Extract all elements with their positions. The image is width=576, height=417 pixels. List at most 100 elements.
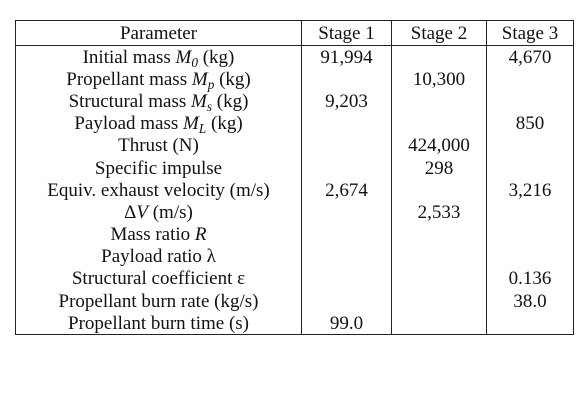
- cell-parameter: Mass ratio R: [15, 223, 302, 246]
- cell-stage-3: [486, 156, 574, 180]
- table-row: Propellant burn time (s) 99.0: [15, 312, 574, 336]
- header-parameter: Parameter: [15, 20, 302, 46]
- cell-stage-1: [301, 134, 392, 157]
- cell-parameter: ΔV (m/s): [15, 201, 302, 224]
- cell-stage-3: [486, 68, 574, 91]
- parameter-symbol: M: [191, 68, 208, 90]
- cell-stage-2: 298: [391, 156, 487, 180]
- table-row: Equiv. exhaust velocity (m/s) 2,674 3,216: [15, 179, 574, 202]
- parameter-symbol: R: [194, 224, 207, 246]
- cell-stage-2: [391, 267, 487, 291]
- cell-stage-2: [391, 45, 487, 69]
- cell-parameter: Propellant burn rate (kg/s): [15, 290, 302, 313]
- cell-stage-3: 38.0: [486, 290, 574, 313]
- table-row: Structural mass Ms (kg) 9,203: [15, 90, 574, 114]
- cell-stage-1: [301, 290, 392, 313]
- header-stage-1: Stage 1: [301, 20, 392, 46]
- cell-parameter: Propellant burn time (s): [15, 312, 302, 336]
- cell-parameter: Structural coefficient ε: [15, 267, 302, 291]
- parameter-text: Payload mass: [74, 113, 184, 135]
- table-row: Payload ratio λ: [15, 245, 574, 268]
- parameter-subscript: p: [207, 76, 215, 92]
- table-row: Specific impulse 298: [15, 156, 574, 180]
- cell-stage-1: 99.0: [301, 312, 392, 336]
- cell-parameter: Payload mass ML (kg): [15, 112, 302, 137]
- cell-parameter: Specific impulse: [15, 156, 302, 180]
- cell-stage-2: [391, 112, 487, 135]
- parameter-text: Propellant burn rate (kg/s): [58, 290, 259, 312]
- cell-stage-1: [301, 245, 392, 268]
- table-row: Propellant mass Mp (kg) 10,300: [15, 68, 574, 92]
- cell-stage-2: [391, 245, 487, 268]
- table-row: Initial mass M0 (kg) 91,994 4,670: [15, 45, 574, 70]
- cell-stage-3: [486, 90, 574, 113]
- cell-stage-3: [486, 245, 574, 268]
- table-row: Propellant burn rate (kg/s) 38.0: [15, 290, 574, 313]
- cell-stage-1: [301, 223, 392, 246]
- cell-stage-2: [391, 312, 487, 336]
- table-row: Structural coefficient ε 0.136: [15, 267, 574, 291]
- parameter-text: Δ: [124, 201, 137, 223]
- parameter-text: Mass ratio: [110, 224, 195, 246]
- header-row: Parameter Stage 1 Stage 2 Stage 3: [15, 20, 574, 46]
- parameter-unit: (m/s): [147, 201, 193, 223]
- header-stage-2: Stage 2: [391, 20, 487, 46]
- table-row: Payload mass ML (kg) 850: [15, 112, 574, 137]
- cell-stage-3: [486, 223, 574, 246]
- parameter-text: Propellant burn time (s): [68, 312, 249, 334]
- cell-parameter: Payload ratio λ: [15, 245, 302, 268]
- table-body: Initial mass M0 (kg) 91,994 4,670 Propellan…: [15, 45, 574, 336]
- cell-parameter: Initial mass M0 (kg): [15, 45, 302, 70]
- cell-stage-2: [391, 90, 487, 113]
- table-row: ΔV (m/s) 2,533: [15, 201, 574, 224]
- cell-stage-3: 3,216: [486, 179, 574, 202]
- parameter-symbol: V: [136, 201, 148, 223]
- parameter-subscript: 0: [191, 54, 198, 70]
- cell-stage-1: 91,994: [301, 45, 392, 69]
- cell-stage-3: 0.136: [486, 267, 574, 291]
- cell-stage-1: [301, 156, 392, 180]
- parameter-unit: (kg): [212, 90, 249, 112]
- cell-stage-2: [391, 179, 487, 202]
- parameter-text: Specific impulse: [94, 157, 223, 179]
- table-row: Thrust (N) 424,000: [15, 134, 574, 157]
- cell-parameter: Structural mass Ms (kg): [15, 90, 302, 114]
- parameter-unit: (kg): [197, 46, 235, 68]
- parameter-text: Structural mass: [68, 90, 191, 112]
- header-stage-3: Stage 3: [486, 20, 574, 46]
- cell-parameter: Equiv. exhaust velocity (m/s): [15, 179, 302, 202]
- parameter-text: Payload ratio λ: [101, 246, 216, 268]
- parameter-subscript: s: [206, 98, 213, 114]
- cell-stage-1: 2,674: [301, 179, 392, 202]
- parameter-text: Equiv. exhaust velocity (m/s): [47, 179, 270, 201]
- parameter-text: Initial mass: [82, 46, 176, 68]
- cell-stage-2: 424,000: [391, 134, 487, 157]
- cell-stage-1: [301, 112, 392, 135]
- parameter-unit: (kg): [214, 68, 251, 90]
- cell-stage-3: 850: [486, 112, 574, 135]
- cell-parameter: Propellant mass Mp (kg): [15, 68, 302, 92]
- parameter-symbol: M: [183, 113, 199, 135]
- cell-stage-3: 4,670: [486, 45, 574, 69]
- parameter-symbol: M: [175, 46, 192, 68]
- table-row: Mass ratio R: [15, 223, 574, 246]
- cell-stage-3: [486, 201, 574, 224]
- table-header: Parameter Stage 1 Stage 2 Stage 3: [15, 20, 574, 46]
- cell-stage-3: [486, 312, 574, 336]
- parameter-unit: (kg): [206, 113, 243, 135]
- parameter-text: Thrust (N): [118, 135, 199, 157]
- cell-stage-2: [391, 223, 487, 246]
- cell-stage-1: [301, 68, 392, 91]
- cell-stage-1: [301, 267, 392, 291]
- cell-stage-2: 10,300: [391, 68, 487, 91]
- cell-stage-2: [391, 290, 487, 313]
- cell-stage-3: [486, 134, 574, 157]
- parameter-text: Propellant mass: [66, 68, 192, 90]
- cell-stage-1: 9,203: [301, 90, 392, 113]
- cell-stage-1: [301, 201, 392, 224]
- parameter-symbol: M: [191, 90, 207, 112]
- cell-parameter: Thrust (N): [15, 134, 302, 157]
- parameter-text: Structural coefficient ε: [71, 268, 246, 290]
- rocket-stage-parameters-table: Parameter Stage 1 Stage 2 Stage 3 Initia…: [15, 20, 574, 336]
- parameter-subscript: L: [198, 121, 207, 137]
